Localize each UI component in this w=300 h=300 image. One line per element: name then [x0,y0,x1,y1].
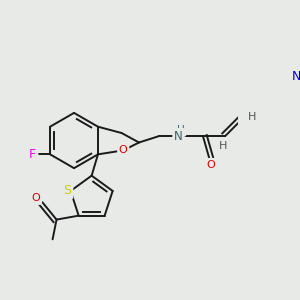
Text: F: F [29,148,36,161]
Text: H: H [248,112,256,122]
Text: N: N [174,130,183,143]
Text: N: N [291,70,300,83]
Text: S: S [64,184,71,197]
Text: H: H [177,125,185,135]
Text: O: O [119,146,128,155]
Text: H: H [219,141,228,151]
Text: O: O [206,160,215,170]
Text: O: O [32,193,40,203]
